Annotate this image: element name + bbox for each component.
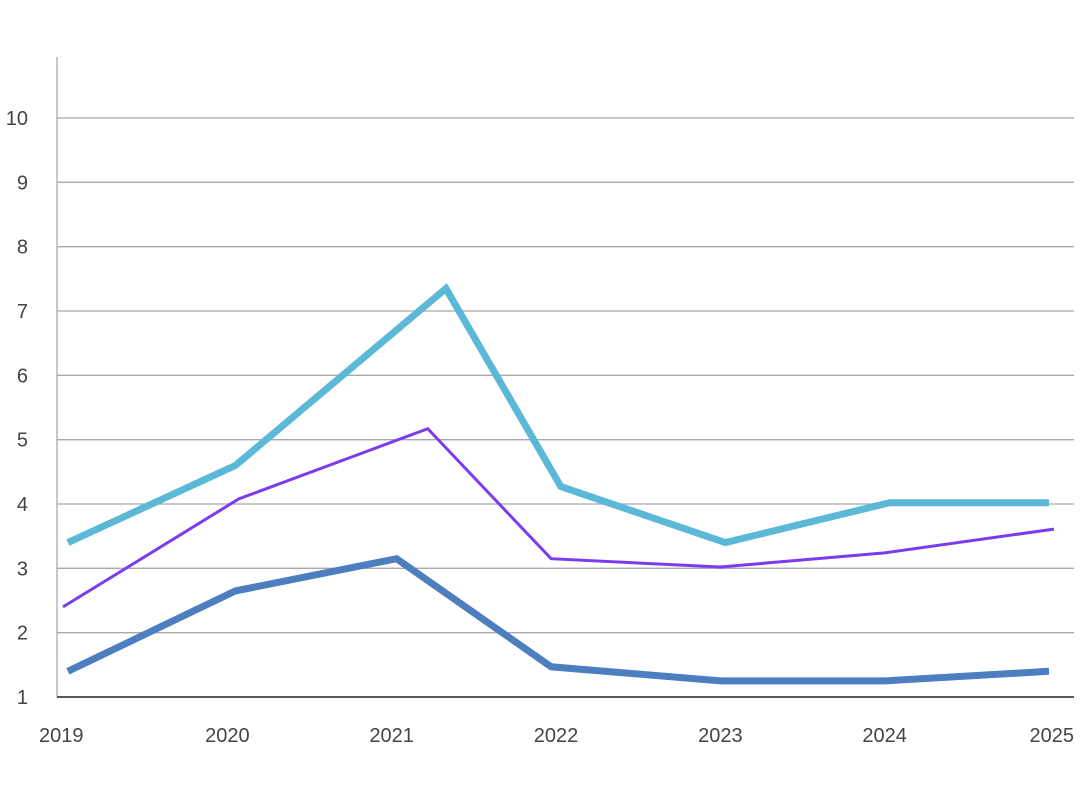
x-tick-label: 2021 — [369, 725, 414, 747]
y-tick-label: 7 — [17, 301, 28, 323]
y-tick-label: 5 — [17, 430, 28, 452]
grid-layer — [57, 117, 1074, 634]
x-tick-label: 2024 — [862, 725, 907, 747]
x-tick-label: 2023 — [698, 725, 743, 747]
y-tick-label: 2 — [17, 623, 28, 645]
y-tick-label: 1 — [17, 687, 28, 709]
x-tick-label: 2019 — [39, 725, 84, 747]
y-tick-label: 8 — [17, 237, 28, 259]
y-tick-label: 3 — [17, 558, 28, 580]
axis-layer — [56, 57, 1074, 698]
x-tick-label: 2025 — [1030, 725, 1075, 747]
series-line-1 — [66, 283, 1049, 547]
y-tick-label: 4 — [17, 494, 28, 516]
y-tick-label: 10 — [6, 108, 28, 130]
y-tick-label: 9 — [17, 172, 28, 194]
series-line-2 — [62, 426, 1055, 609]
y-tick-label: 6 — [17, 365, 28, 387]
series-line-3 — [66, 554, 1050, 685]
tick-label-layer: 1 2 3 4 5 6 7 8 9 10 2019 2020 2021 2022 2023 2024 2025 — [6, 108, 1074, 747]
series-layer — [62, 283, 1055, 685]
x-tick-label: 2022 — [534, 725, 579, 747]
x-tick-label: 2020 — [205, 725, 250, 747]
